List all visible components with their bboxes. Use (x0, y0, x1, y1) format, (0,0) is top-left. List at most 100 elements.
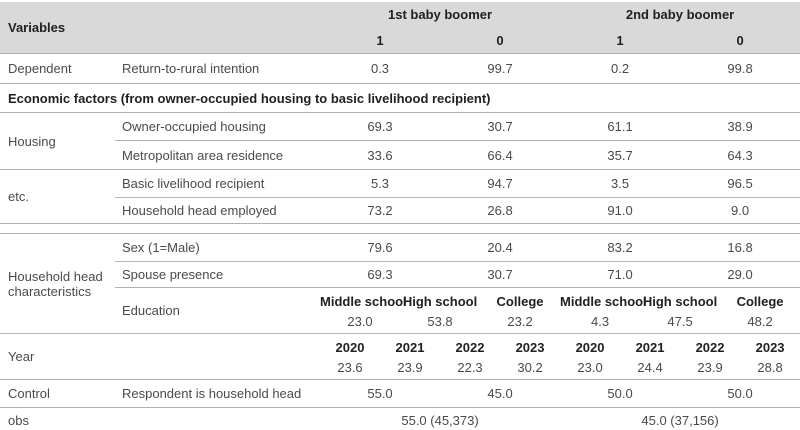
year-label: 2023 (515, 339, 545, 355)
cell-value: 23.9 (397, 359, 423, 375)
cell-value: 50.0 (560, 379, 681, 408)
cell-value: 53.8 (427, 313, 453, 329)
cell-value: 66.4 (440, 140, 561, 170)
cell-value: 26.8 (440, 197, 561, 224)
cell-category: etc. (0, 169, 115, 224)
cell-empty (115, 333, 321, 380)
group-header-1st-baby-boomer: 1st baby boomer (320, 2, 561, 28)
row-spacer (0, 223, 800, 234)
education-level-label: College (736, 293, 784, 309)
cell-value: 3.5 (560, 169, 681, 198)
cell-value: 5.3 (320, 169, 441, 198)
cell-year: 2022 22.3 (440, 333, 501, 380)
cell-category: Dependent (0, 53, 115, 84)
cell-year: 2022 23.9 (680, 333, 741, 380)
cell-value: 20.4 (440, 233, 561, 262)
cell-year: 2023 28.8 (740, 333, 800, 380)
header-row-groups: Variables 1st baby boomer 2nd baby boome… (0, 2, 800, 54)
cell-value: 16.8 (680, 233, 800, 262)
row-education: Education Middle school 23.0 High school… (0, 287, 800, 334)
cell-year: 2021 24.4 (620, 333, 681, 380)
cell-value: 30.7 (440, 261, 561, 288)
cell-value: 83.2 (560, 233, 681, 262)
cell-value: 79.6 (320, 233, 441, 262)
variables-header-cell: Variables (0, 2, 321, 54)
year-label: 2023 (755, 339, 785, 355)
cell-value: 94.7 (440, 169, 561, 198)
spacer-cell (0, 223, 800, 234)
cell-value: 71.0 (560, 261, 681, 288)
cell-education: College 23.2 (480, 287, 561, 334)
group-header-2nd-baby-boomer: 2nd baby boomer (560, 2, 800, 28)
cell-variable-name: Return-to-rural intention (115, 53, 321, 84)
col-header-1: 1 (320, 27, 441, 54)
cell-value: 69.3 (320, 112, 441, 141)
section-header-text: Economic factors (from owner-occupied ho… (0, 83, 800, 113)
cell-value: 0.3 (320, 53, 441, 84)
cell-category: Control (0, 379, 115, 408)
cell-category: Housing (0, 112, 115, 170)
cell-value: 45.0 (440, 379, 561, 408)
cell-value: 28.8 (757, 359, 783, 375)
education-level-label: College (496, 293, 544, 309)
row-sex: Household head characteristics Sex (1=Ma… (0, 233, 800, 334)
cell-education: High school 53.8 (400, 287, 481, 334)
education-level-label: High school (642, 293, 718, 309)
row-basic-livelihood-recipient: etc. Basic livelihood recipient 5.3 94.7… (0, 169, 800, 224)
cell-variable-name: Spouse presence (115, 261, 321, 288)
cell-value: 29.0 (680, 261, 800, 288)
cell-education: College 48.2 (720, 287, 800, 334)
cell-category: Household head characteristics (0, 233, 115, 334)
cell-category: Year (0, 333, 115, 380)
cell-value: 99.8 (680, 53, 800, 84)
cell-value: 73.2 (320, 197, 441, 224)
education-level-label: Middle school (320, 293, 407, 309)
cell-value: 30.2 (517, 359, 543, 375)
cell-value: 38.9 (680, 112, 800, 141)
cell-value: 48.2 (747, 313, 773, 329)
cell-value: 4.3 (591, 313, 610, 329)
cell-value: 23.6 (337, 359, 363, 375)
year-label: 2022 (455, 339, 485, 355)
cell-education: Middle school 23.0 (320, 287, 407, 334)
cell-value: 9.0 (680, 197, 800, 224)
year-label: 2020 (335, 339, 365, 355)
col-header-0: 0 (680, 27, 800, 54)
row-section-economic-factors: Economic factors (from owner-occupied ho… (0, 83, 800, 113)
header-row-binary: 1 0 1 0 (0, 27, 800, 54)
row-dependent: Dependent Return-to-rural intention 0.3 … (0, 53, 800, 84)
cell-value: 35.7 (560, 140, 681, 170)
cell-value: 30.7 (440, 112, 561, 141)
cell-category: obs (0, 407, 115, 430)
year-label: 2021 (395, 339, 425, 355)
cell-variable-name: Household head employed (115, 197, 321, 224)
cell-value: 23.9 (697, 359, 723, 375)
cell-education: Middle school 4.3 (560, 287, 647, 334)
cell-variable-name: Respondent is household head (115, 379, 321, 408)
cell-variable-name: Owner-occupied housing (115, 112, 321, 141)
cell-variable-name: Sex (1=Male) (115, 233, 321, 262)
year-label: 2021 (635, 339, 665, 355)
cell-value: 0.2 (560, 53, 681, 84)
cell-obs-value: 45.0 (37,156) (560, 407, 800, 430)
cell-value: 96.5 (680, 169, 800, 198)
cell-empty (115, 407, 321, 430)
cell-value: 23.0 (347, 313, 373, 329)
cell-value: 91.0 (560, 197, 681, 224)
cell-value: 55.0 (320, 379, 441, 408)
cell-year: 2020 23.6 (320, 333, 381, 380)
cell-year: 2021 23.9 (380, 333, 441, 380)
cell-variable-name: Education (115, 287, 321, 334)
year-label: 2020 (575, 339, 605, 355)
row-owner-occupied-housing: Housing Owner-occupied housing 69.3 30.7… (0, 112, 800, 170)
year-label: 2022 (695, 339, 725, 355)
cell-value: 47.5 (667, 313, 693, 329)
group-header-label: 2nd baby boomer (565, 2, 796, 28)
row-control: Control Respondent is household head 55.… (0, 379, 800, 408)
group-header-label: 1st baby boomer (325, 2, 556, 28)
row-metropolitan-area-residence: Metropolitan area residence 33.6 66.4 35… (0, 140, 800, 170)
cell-value: 22.3 (457, 359, 483, 375)
cell-variable-name: Metropolitan area residence (115, 140, 321, 170)
cell-value: 23.2 (507, 313, 533, 329)
